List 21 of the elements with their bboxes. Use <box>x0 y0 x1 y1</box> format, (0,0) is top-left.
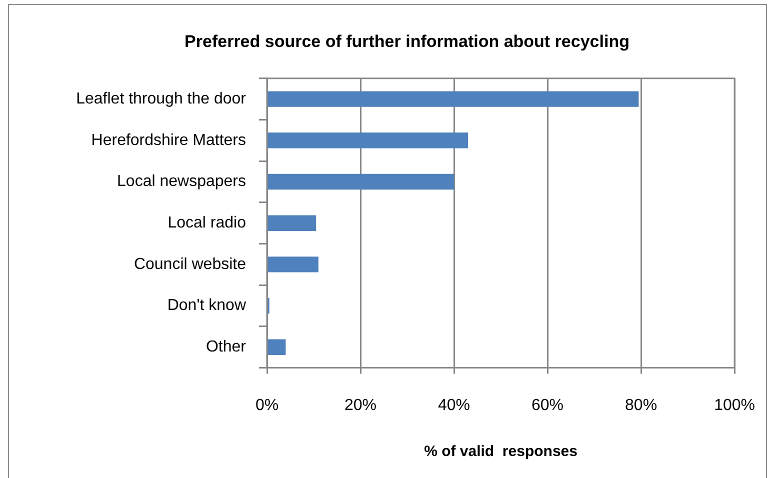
y-tick-label: Local newspapers <box>117 173 246 190</box>
bar <box>268 256 318 272</box>
x-tick-label: 60% <box>532 396 564 414</box>
y-tick-label: Leaflet through the door <box>76 90 247 108</box>
y-tick-label: Other <box>206 338 247 356</box>
x-tick-label: 80% <box>625 396 658 414</box>
bar <box>268 174 454 190</box>
bar <box>268 215 316 231</box>
bar <box>268 91 639 107</box>
x-tick-label: 20% <box>344 396 377 414</box>
x-tick-label: 100% <box>714 396 755 414</box>
x-axis-title: % of valid responses <box>424 443 578 460</box>
y-tick-label: Council website <box>134 256 246 273</box>
y-tick-label: Herefordshire Matters <box>91 132 246 149</box>
chart-title: Preferred source of further information about recycling <box>184 32 630 51</box>
bar <box>268 132 468 148</box>
y-tick-label: Don't know <box>167 297 246 314</box>
y-tick-label: Local radio <box>168 214 246 232</box>
bar <box>268 339 286 355</box>
x-tick-label: 40% <box>438 396 470 414</box>
x-tick-label: 0% <box>255 396 279 414</box>
